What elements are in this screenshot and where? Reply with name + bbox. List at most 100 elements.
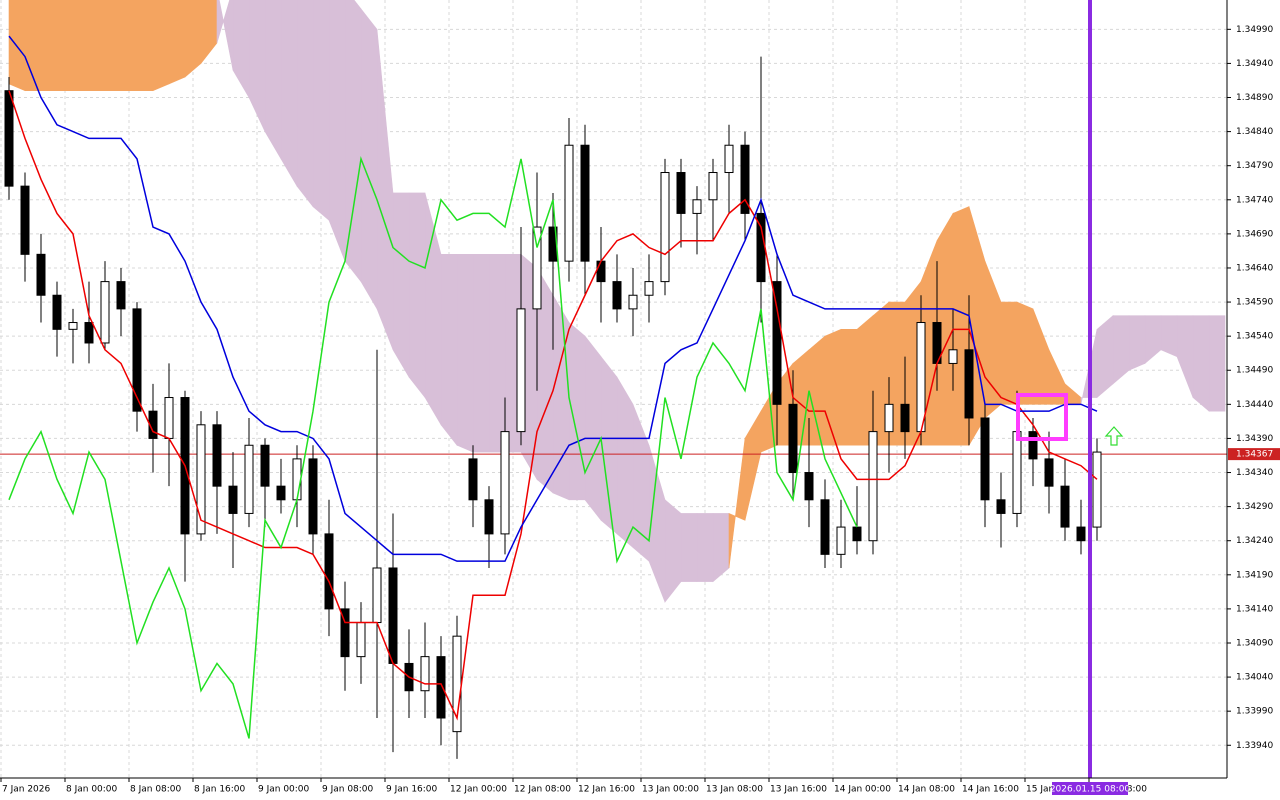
- candle-body: [1028, 431, 1038, 460]
- candle-body: [324, 533, 334, 610]
- candle-body: [436, 656, 446, 719]
- candle-body: [660, 172, 670, 283]
- cloud-segment: [1160, 315, 1178, 358]
- candle-body: [788, 403, 798, 474]
- candle-body: [212, 424, 222, 487]
- y-tick-label: 1.34790: [1236, 161, 1273, 171]
- cloud-segment: [152, 0, 170, 92]
- x-tick-label: 8 Jan 16:00: [194, 785, 246, 795]
- candle-body: [852, 526, 862, 542]
- up-arrow: [1104, 426, 1124, 446]
- cloud-segment: [680, 513, 698, 582]
- highlight-box: [1016, 393, 1068, 441]
- cloud-segment: [408, 192, 426, 399]
- axes: 1.33940 1.33990 1.34040 1.34090 1.34140 1.341…: [0, 25, 1273, 795]
- cloud-segment: [392, 192, 410, 379]
- y-tick-label: 1.34740: [1236, 195, 1273, 205]
- y-tick-label: 1.34940: [1236, 59, 1273, 69]
- y-tick-label: 1.34290: [1236, 502, 1273, 512]
- candle-body: [772, 281, 782, 405]
- candle-body: [740, 144, 750, 214]
- x-tick-label: 13 Jan 16:00: [770, 785, 827, 795]
- candle-body: [372, 567, 382, 624]
- candle-body: [836, 526, 846, 555]
- candle-body: [388, 567, 398, 664]
- candle-body: [884, 403, 894, 433]
- x-tick-label: 7 Jan 2026: [2, 785, 50, 795]
- candle-body: [900, 403, 910, 433]
- candle-body: [708, 172, 718, 201]
- cloud-segment: [440, 254, 458, 447]
- cloud-segment: [1000, 301, 1018, 405]
- candle-body: [580, 144, 590, 262]
- cloud-segment: [40, 0, 58, 91]
- candle-body: [564, 144, 574, 262]
- cloud-segment: [56, 0, 74, 91]
- x-tick-label: 9 Jan 08:00: [322, 785, 374, 795]
- candle-body: [1092, 451, 1102, 528]
- candle-body: [116, 281, 126, 310]
- cloud-segment: [1208, 315, 1226, 412]
- cloud-segment: [232, 0, 250, 99]
- candle-body: [868, 431, 878, 542]
- cloud-segment: [616, 375, 634, 549]
- cloud-segment: [456, 254, 474, 453]
- cloud-segment: [264, 0, 282, 160]
- y-tick-label: 1.33990: [1236, 707, 1273, 717]
- y-tick-label: 1.34590: [1236, 298, 1273, 308]
- cloud-segment: [120, 0, 138, 91]
- candle-body: [244, 444, 254, 514]
- y-tick-label: 1.34990: [1236, 25, 1273, 35]
- cloud-segment: [824, 328, 842, 446]
- candle-body: [644, 281, 654, 296]
- candle-body: [1044, 458, 1054, 487]
- candle-body: [1076, 526, 1086, 542]
- candle-body: [420, 656, 430, 692]
- candle-body: [1060, 485, 1070, 528]
- cloud-segment: [344, 0, 362, 283]
- y-tick-label: 1.34540: [1236, 332, 1273, 342]
- x-tick-label: 9 Jan 00:00: [258, 785, 310, 795]
- cloud-segment: [248, 0, 266, 132]
- x-tick-label: 12 Jan 00:00: [450, 785, 507, 795]
- x-tick-label: 14 Jan 00:00: [834, 785, 891, 795]
- y-tick-label: 1.34090: [1236, 638, 1273, 648]
- candle-body: [532, 226, 542, 310]
- candle-body: [276, 485, 286, 501]
- x-tick-label: 12 Jan 16:00: [578, 785, 635, 795]
- y-tick-label: 1.33940: [1236, 741, 1273, 751]
- cloud-segment: [488, 254, 506, 453]
- candle-body: [692, 199, 702, 214]
- candle-body: [612, 281, 622, 310]
- cloud-segment: [136, 0, 154, 91]
- y-tick-label: 1.34190: [1236, 570, 1273, 580]
- cloud-segment: [104, 0, 122, 91]
- candle-body: [596, 260, 606, 283]
- y-tick-label: 1.34140: [1236, 604, 1273, 614]
- cloud-segment: [856, 315, 874, 446]
- indicator-line: [8, 35, 1098, 562]
- indicator-line: [8, 90, 1098, 721]
- y-tick-label: 1.34240: [1236, 536, 1273, 546]
- cloud-segment: [584, 335, 602, 522]
- candle-body: [724, 144, 734, 174]
- candle-body: [4, 90, 14, 187]
- candle-body: [52, 294, 62, 330]
- candle-body: [1012, 431, 1022, 514]
- y-tick-label: 1.34640: [1236, 263, 1273, 273]
- x-tick-label: 12 Jan 08:00: [514, 785, 571, 795]
- y-tick-label: 1.34440: [1236, 400, 1273, 410]
- cloud-segment: [840, 329, 858, 446]
- y-tick-label: 1.34690: [1236, 229, 1273, 239]
- time-marker-label: 2026.01.15 08:00: [1050, 785, 1131, 795]
- cloud-segment: [168, 0, 186, 85]
- candle-body: [964, 349, 974, 419]
- candle-body: [196, 424, 206, 535]
- x-tick-label: 8 Jan 00:00: [66, 785, 118, 795]
- y-tick-label: 1.34390: [1236, 434, 1273, 444]
- cloud-segment: [1128, 315, 1146, 371]
- cloud-segment: [216, 0, 234, 71]
- y-tick-label: 1.34840: [1236, 127, 1273, 137]
